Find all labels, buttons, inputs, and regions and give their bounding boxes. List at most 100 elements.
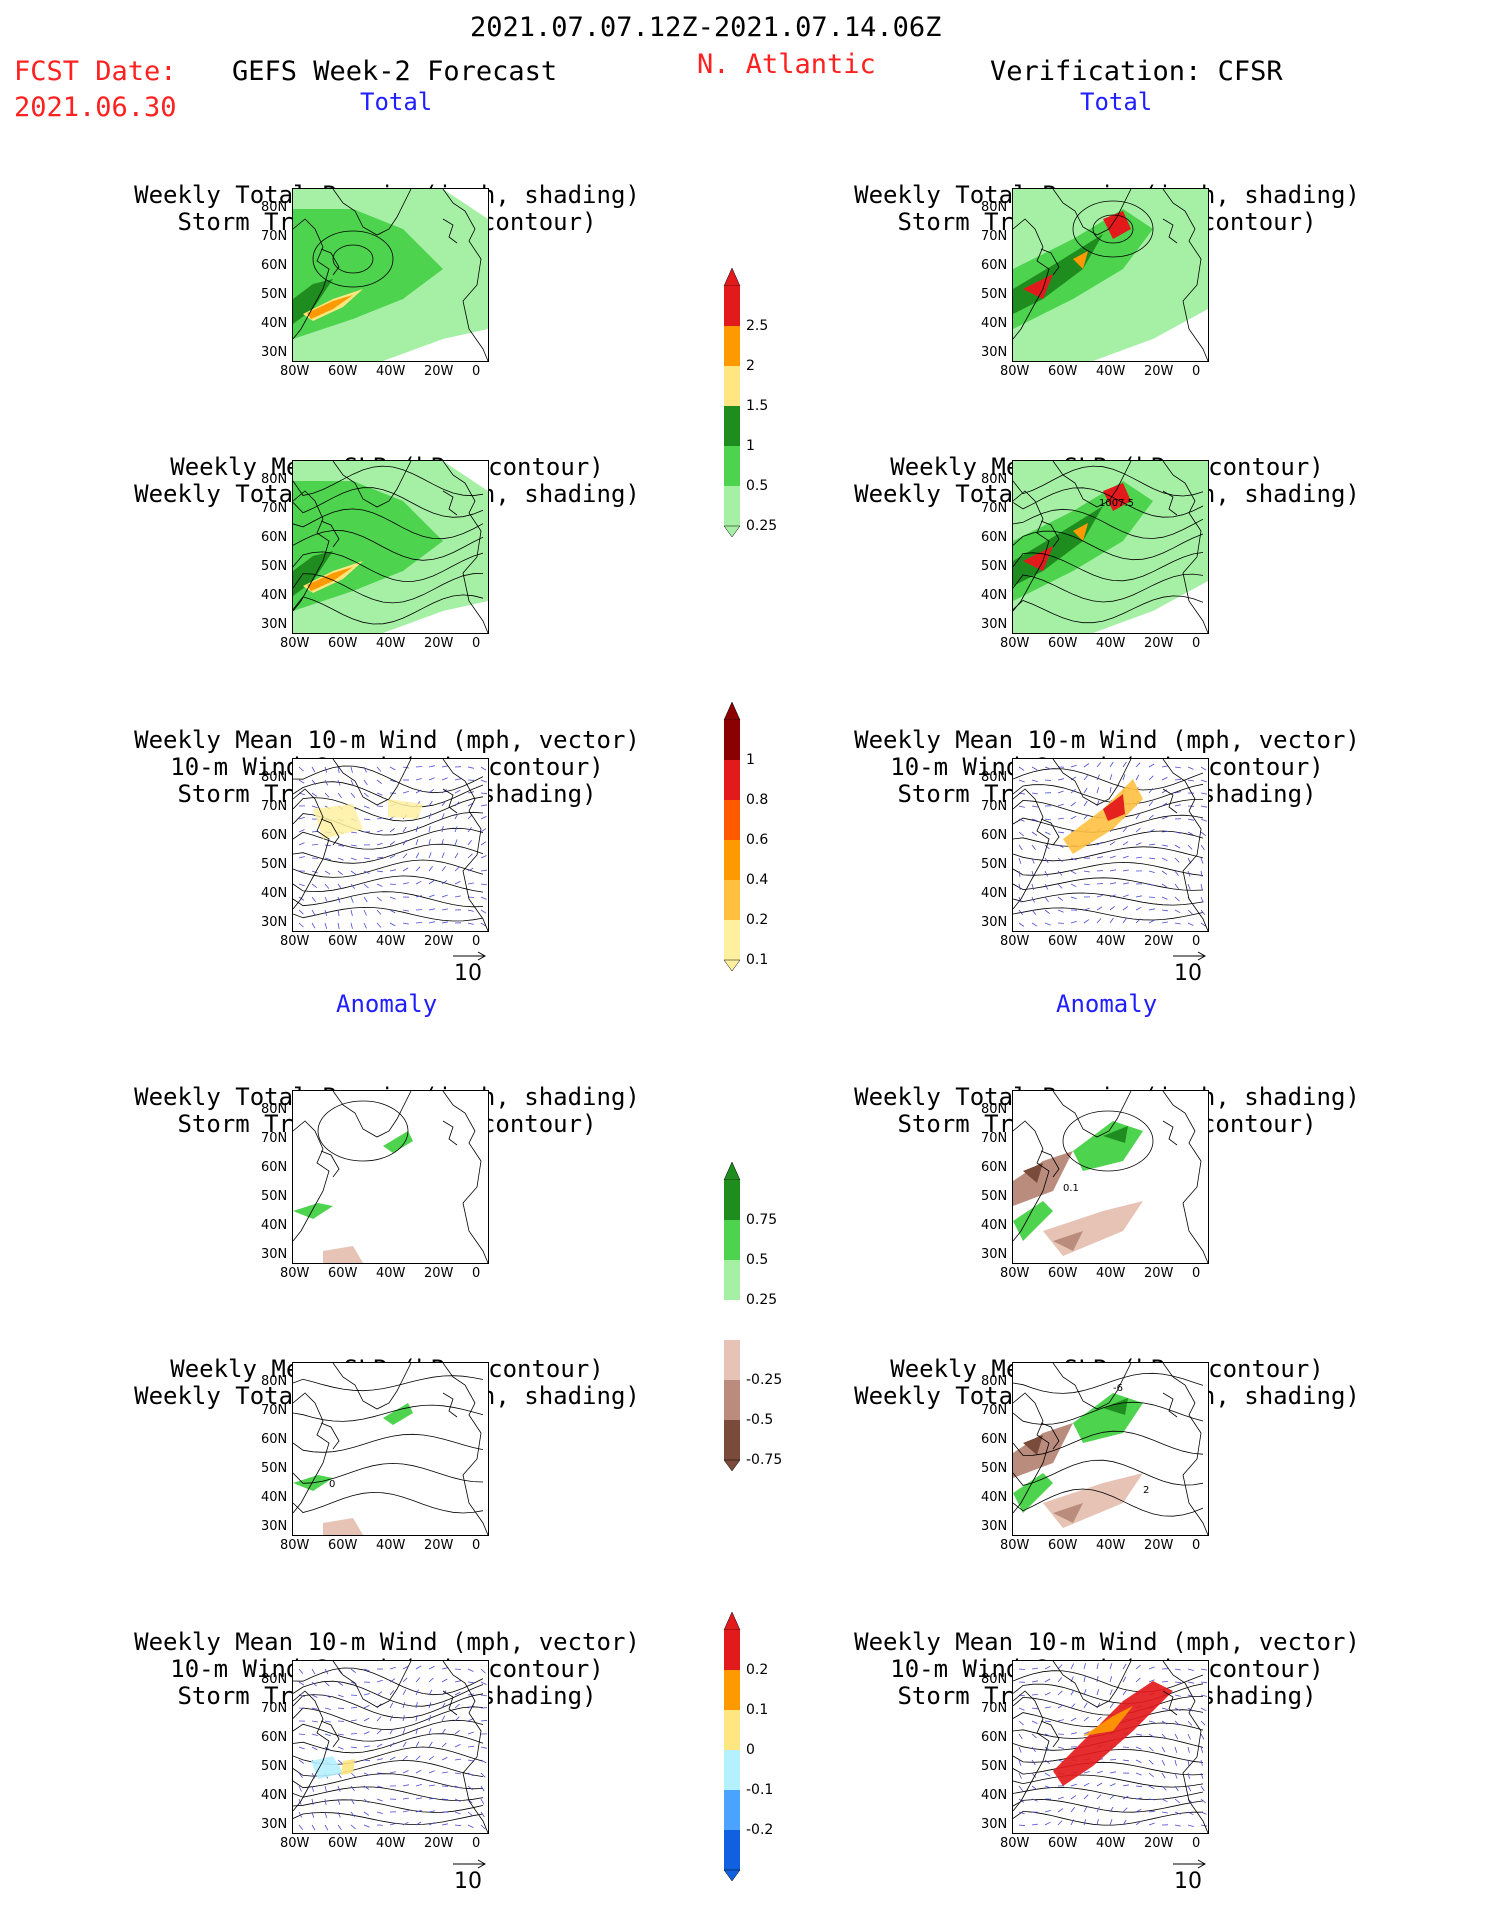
colorbar-swatch [724,800,740,840]
colorbar-swatch [724,1180,740,1220]
lon-tick-label: 0 [1192,364,1201,379]
colorbar-swatch [724,720,740,760]
lon-tick-label: 60W [328,364,358,379]
lon-tick-label: 60W [1048,1836,1078,1851]
contour-label: 0.1 [1063,1183,1079,1194]
lon-tick-label: 60W [328,636,358,651]
colorbar-swatch [724,326,740,366]
lon-tick-label: 40W [1096,1538,1126,1553]
colorbar-label: 0.5 [746,1252,769,1268]
lat-tick-label: 60N [261,530,288,545]
lon-tick-label: 60W [328,934,358,949]
lat-tick-label: 80N [261,1672,288,1687]
vector-reference-label: 10 [454,961,482,986]
colorbar-arrow-bottom [723,1869,741,1882]
lat-tick-label: 60N [261,1160,288,1175]
colorbar-swatch [724,880,740,920]
lon-tick-label: 40W [376,1836,406,1851]
lon-tick-label: 20W [1144,1538,1174,1553]
lat-tick-label: 50N [981,857,1008,872]
colorbar-swatch [724,1380,740,1420]
lat-tick-label: 40N [261,1218,288,1233]
lat-tick-label: 40N [261,316,288,331]
lat-tick-label: 50N [981,1759,1008,1774]
lon-tick-label: 20W [424,1266,454,1281]
lat-tick-label: 50N [261,857,288,872]
lon-tick-label: 40W [1096,1266,1126,1281]
lon-tick-label: 20W [1144,1266,1174,1281]
contour-label: 0 [329,1479,335,1490]
lat-tick-label: 70N [261,1701,288,1716]
lon-tick-label: 40W [376,636,406,651]
colorbar-label: 1.5 [746,398,769,414]
lat-tick-label: 50N [981,1189,1008,1204]
lon-tick-label: 20W [424,636,454,651]
lat-tick-label: 60N [981,530,1008,545]
lon-tick-label: 20W [1144,934,1174,949]
vector-reference-arrow [453,951,486,961]
lat-tick-label: 60N [981,1432,1008,1447]
lat-tick-label: 30N [981,1247,1008,1262]
lat-tick-label: 70N [981,1131,1008,1146]
colorbar-swatch [724,1340,740,1380]
lat-tick-label: 80N [981,472,1008,487]
colorbar-label: 0.25 [746,1292,778,1308]
colorbar-arrow-top [723,1611,741,1631]
colorbar-label: 0.1 [746,1702,769,1718]
colorbar-swatch [724,1420,740,1460]
lon-tick-label: 60W [1048,364,1078,379]
lat-tick-label: 40N [981,1788,1008,1803]
lon-tick-label: 0 [1192,1266,1201,1281]
fcst-date-label: FCST Date: [14,56,177,87]
date-range-title: 2021.07.07.12Z-2021.07.14.06Z [470,12,942,43]
lat-tick-label: 60N [981,828,1008,843]
map-aprecip-forecast [292,1090,489,1264]
colorbar-swatch [724,920,740,960]
lat-tick-label: 30N [981,1817,1008,1832]
colorbar-label: 2 [746,358,755,374]
lon-tick-label: 40W [1096,364,1126,379]
lat-tick-label: 50N [981,559,1008,574]
lon-tick-label: 20W [1144,1836,1174,1851]
lat-tick-label: 50N [261,559,288,574]
lon-tick-label: 40W [376,1266,406,1281]
lon-tick-label: 20W [424,364,454,379]
colorbar-swatch [724,406,740,446]
lat-tick-label: 80N [981,200,1008,215]
colorbar-swatch [724,366,740,406]
lat-tick-label: 50N [981,1461,1008,1476]
colorbar-arrow-bottom [723,525,741,538]
lat-tick-label: 30N [981,1519,1008,1534]
map-awind-verification [1012,1660,1209,1834]
lat-tick-label: 60N [981,258,1008,273]
lat-tick-label: 40N [981,316,1008,331]
lat-tick-label: 80N [261,770,288,785]
colorbar-label: -0.25 [746,1372,783,1388]
vector-reference-label: 10 [1174,961,1202,986]
lat-tick-label: 70N [261,1131,288,1146]
lat-tick-label: 30N [261,617,288,632]
lat-tick-label: 60N [261,1432,288,1447]
lon-tick-label: 0 [472,636,481,651]
colorbar-swatch [724,1670,740,1710]
lat-tick-label: 30N [261,915,288,930]
lat-tick-label: 70N [981,1403,1008,1418]
lon-tick-label: 20W [424,1836,454,1851]
colorbar-label: 0.4 [746,872,769,888]
lon-tick-label: 0 [472,364,481,379]
lat-tick-label: 40N [261,886,288,901]
lon-tick-label: 80W [1000,1266,1030,1281]
lon-tick-label: 0 [1192,1538,1201,1553]
lat-tick-label: 80N [261,1374,288,1389]
lon-tick-label: 60W [328,1538,358,1553]
lat-tick-label: 40N [981,1490,1008,1505]
colorbar-label: 2.5 [746,318,769,334]
fcst-date-value: 2021.06.30 [14,92,177,123]
lon-tick-label: 80W [1000,364,1030,379]
lat-tick-label: 60N [261,258,288,273]
colorbar-swatch [724,840,740,880]
lat-tick-label: 30N [261,345,288,360]
right-total-label: Total [1080,88,1153,116]
colorbar-label: -0.2 [746,1822,774,1838]
colorbar-label: -0.1 [746,1782,774,1798]
